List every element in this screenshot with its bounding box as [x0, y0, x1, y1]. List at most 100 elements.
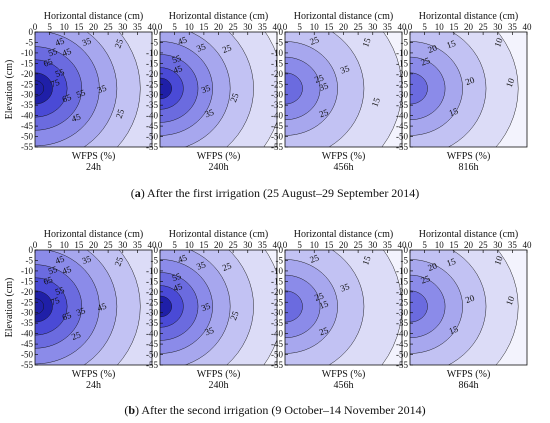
y-tick-label: -55 [21, 360, 33, 370]
contour-label: 55 [54, 66, 66, 79]
y-tick-label: -25 [396, 297, 408, 307]
x-tick-label: 40 [148, 22, 158, 32]
x-tick-label: 35 [383, 240, 393, 250]
y-tick-label: -45 [146, 339, 158, 349]
contour-bands [410, 32, 519, 147]
y-tick-label: -25 [146, 297, 158, 307]
y-tick-label: 0 [29, 27, 34, 37]
y-tick-label: -45 [21, 121, 33, 131]
y-tick-label: -55 [21, 142, 33, 152]
y-tick-label: -5 [151, 37, 159, 47]
y-tick-label: -5 [401, 255, 409, 265]
y-tick-label: -15 [271, 58, 283, 68]
x-tick-label: 20 [464, 240, 474, 250]
y-tick-label: -55 [271, 142, 283, 152]
x-tick-label: 25 [354, 240, 364, 250]
contour-label: 55 [47, 264, 59, 277]
contour-label: 45 [172, 63, 184, 76]
panel-quantity-label: WFPS (%) [447, 369, 491, 380]
panel-time-label: 24h [86, 162, 101, 173]
y-tick-label: -30 [396, 90, 408, 100]
contour-bands [35, 250, 152, 365]
y-tick-label: -55 [396, 360, 408, 370]
contour-label: 55 [75, 87, 87, 100]
y-tick-label: -15 [271, 276, 283, 286]
contour-label: 25 [70, 329, 82, 342]
y-tick-label: -50 [21, 350, 33, 360]
x-tick-label: 35 [508, 240, 518, 250]
x-tick-label: 5 [297, 22, 302, 32]
contour-label: 15 [370, 96, 383, 108]
panel-quantity-label: WFPS (%) [447, 151, 491, 162]
contour-label: 25 [228, 309, 241, 321]
contour-label: 15 [445, 38, 457, 51]
y-tick-label: 0 [279, 27, 284, 37]
y-tick-label: -25 [21, 297, 33, 307]
y-tick-label: -40 [21, 329, 33, 339]
y-tick-label: -20 [271, 287, 283, 297]
y-tick-label: -35 [146, 100, 158, 110]
x-tick-label: 30 [243, 22, 253, 32]
y-tick-label: -40 [396, 111, 408, 121]
y-tick-label: -10 [271, 266, 283, 276]
contour-label: 20 [464, 75, 476, 88]
y-tick-label: -55 [271, 360, 283, 370]
x-tick-label: 35 [133, 22, 143, 32]
x-tick-label: 25 [354, 22, 364, 32]
contour-label: 25 [419, 55, 431, 68]
contour-label: 15 [447, 324, 459, 337]
y-tick-label: -10 [21, 266, 33, 276]
contour-label: 25 [114, 107, 127, 119]
y-tick-label: -40 [271, 111, 283, 121]
contour-label: 55 [171, 271, 183, 284]
y-tick-label: -40 [21, 111, 33, 121]
y-tick-label: -35 [396, 318, 408, 328]
caption-b-text: After the second irrigation (9 October–1… [139, 403, 426, 417]
y-tick-label: -55 [396, 142, 408, 152]
x-axis-label: Horizontal distance (cm) [169, 229, 268, 240]
contour-label: 65 [61, 310, 73, 323]
y-tick-label: -5 [401, 37, 409, 47]
y-tick-label: 0 [279, 245, 284, 255]
y-tick-label: -20 [271, 69, 283, 79]
x-tick-label: 25 [229, 22, 239, 32]
contour-label: 25 [221, 260, 233, 273]
y-tick-label: -25 [21, 79, 33, 89]
contour-label: 10 [492, 36, 505, 48]
panel-time-label: 456h [334, 380, 354, 391]
x-tick-label: 35 [258, 240, 268, 250]
x-tick-label: 5 [297, 240, 302, 250]
y-tick-label: -5 [26, 255, 34, 265]
x-tick-label: 10 [60, 240, 70, 250]
y-tick-label: -15 [146, 276, 158, 286]
caption-a-text: After the first irrigation (25 August–29… [145, 186, 420, 200]
x-tick-label: 10 [185, 240, 195, 250]
y-tick-label: -20 [146, 287, 158, 297]
contour-label: 35 [200, 83, 212, 96]
y-tick-label: 0 [154, 245, 159, 255]
y-tick-label: -30 [146, 90, 158, 100]
contour-label: 65 [42, 56, 54, 69]
y-tick-label: -5 [26, 37, 34, 47]
y-tick-label: -45 [146, 121, 158, 131]
contour-label: 45 [70, 111, 82, 124]
contour-label: 35 [81, 35, 93, 48]
contour-label: 35 [75, 305, 87, 318]
y-tick-label: -45 [396, 339, 408, 349]
y-tick-label: -50 [21, 132, 33, 142]
y-tick-label: -10 [146, 266, 158, 276]
contour-label: 45 [96, 301, 108, 314]
x-tick-label: 35 [508, 22, 518, 32]
x-tick-label: 15 [449, 22, 459, 32]
x-tick-label: 40 [523, 22, 533, 32]
x-tick-label: 20 [89, 240, 99, 250]
contour-label: 20 [464, 293, 476, 306]
y-tick-label: -5 [276, 37, 284, 47]
y-tick-label: -5 [151, 255, 159, 265]
y-tick-label: -55 [146, 142, 158, 152]
contour-label: 45 [61, 46, 73, 59]
contour-label: 35 [200, 301, 212, 314]
y-tick-label: -45 [396, 121, 408, 131]
x-tick-label: 5 [47, 22, 52, 32]
